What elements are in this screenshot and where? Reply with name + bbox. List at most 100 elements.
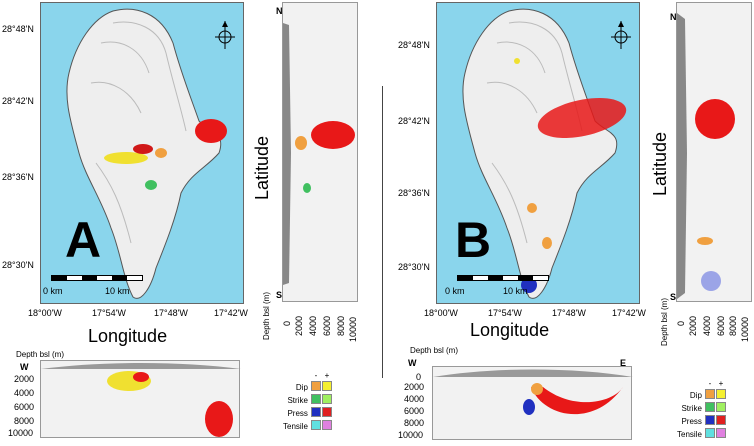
side-source-blue-b [701, 271, 721, 291]
depth-section-b [432, 366, 633, 440]
scalebar-left-label-a: 0 km [43, 286, 63, 296]
side-n-b: N [670, 12, 677, 22]
island-map-b [462, 8, 627, 299]
lon-tick-b-2: 17°54'W [488, 308, 522, 318]
side-profile-graphic-a [283, 23, 355, 285]
source-red-b [537, 98, 627, 138]
side-profile-graphic-b [677, 13, 735, 299]
scalebar-a [51, 275, 143, 281]
legend-b-label-strike: Strike [681, 403, 702, 413]
lat-tick-b-1: 28°48'N [398, 40, 430, 50]
lat-tick-a-4: 28°30'N [2, 260, 34, 270]
legend-label-tensile: Tensile [283, 421, 308, 431]
source-yellow-b [514, 58, 520, 64]
lon-tick-a-1: 18°00'W [28, 308, 62, 318]
depth-label-section-a: Depth bsl (m) [16, 350, 65, 359]
side-s-a: S [276, 290, 283, 300]
section-source-orange-b [531, 383, 543, 395]
lat-tick-b-2: 28°42'N [398, 116, 430, 126]
island-contours-a [90, 21, 187, 244]
legend-label-dip: Dip [295, 382, 308, 392]
lat-tick-a-3: 28°36'N [2, 172, 34, 182]
compass-icon-b [611, 21, 631, 49]
lat-tick-a-1: 28°48'N [2, 24, 34, 34]
source-blue-b [521, 277, 537, 293]
depth-tick-a-4: 8000 [14, 416, 35, 426]
panel-letter-a: A [65, 212, 102, 268]
legend-b-minus: - [708, 379, 712, 388]
scalebar-right-label-b: 10 km [503, 286, 528, 296]
scalebar-right-label-a: 10 km [105, 286, 130, 296]
source-red-a [195, 119, 227, 143]
section-source-blue-b [523, 399, 535, 415]
section-e-b: E [620, 358, 627, 368]
island-map-a [66, 8, 227, 299]
lat-tick-b-4: 28°30'N [398, 262, 430, 272]
depth-tick-b-5: 10000 [398, 430, 424, 440]
compass-icon [215, 21, 235, 49]
legend-label-press: Press [287, 408, 308, 418]
side-profile-b [676, 2, 752, 302]
depth-label-section-b: Depth bsl (m) [410, 346, 459, 355]
side-s-b: S [670, 292, 677, 302]
depth-tick-a-2: 4000 [14, 388, 35, 398]
lon-tick-b-3: 17°48'W [552, 308, 586, 318]
map-b: B 0 km 10 km [436, 2, 640, 304]
depth-section-graphic-b [433, 369, 633, 415]
depth-tick-a-5: 10000 [8, 428, 34, 438]
side-source-red-b [695, 99, 735, 139]
depth-label-side-a: Depth bsl (m) [262, 291, 271, 340]
panel-divider [382, 86, 383, 378]
lon-title-b: Longitude [470, 320, 550, 340]
lon-tick-a-4: 17°42'W [214, 308, 248, 318]
source-orange-b [527, 203, 537, 213]
scalebar-left-label-b: 0 km [445, 286, 465, 296]
island-outline-b [462, 8, 618, 299]
legend-b-plus: + [718, 379, 724, 388]
section-source-red-a [205, 401, 233, 437]
section-w-a: W [20, 362, 29, 372]
source-orange-a [155, 148, 167, 158]
legend-b-label-tensile: Tensile [677, 429, 702, 439]
depth-ticks-side-a: 0 2000 4000 6000 8000 10000 [282, 315, 358, 342]
lat-title-b: Latitude [650, 131, 670, 196]
side-source-orange-b [697, 237, 713, 245]
side-n-a: N [276, 6, 283, 16]
depth-tick-b-3: 6000 [404, 406, 425, 416]
lat-title-a: Latitude [252, 135, 272, 200]
section-w-b: W [408, 358, 417, 368]
source-orange-b2 [542, 237, 552, 249]
depth-label-side-b: Depth bsl (m) [660, 297, 669, 346]
lat-tick-b-3: 28°36'N [398, 188, 430, 198]
depth-tick-b-1: 2000 [404, 382, 425, 392]
lon-title-a: Longitude [88, 326, 168, 346]
section-source-red-b [531, 387, 623, 415]
depth-section-a [40, 360, 241, 438]
source-yellow-a [104, 152, 148, 164]
panel-letter-b: B [455, 212, 492, 268]
lon-tick-a-3: 17°48'W [154, 308, 188, 318]
side-source-green-a [303, 183, 311, 193]
side-source-orange-a [295, 136, 307, 150]
island-contours-b [486, 21, 583, 244]
lon-tick-a-2: 17°54'W [92, 308, 126, 318]
depth-tick-b-2: 4000 [404, 394, 425, 404]
section-source-red-small-a [133, 372, 149, 382]
legend-b-label-press: Press [681, 416, 702, 426]
scalebar-b [457, 275, 549, 281]
lon-tick-b-4: 17°42'W [612, 308, 646, 318]
depth-section-graphic-a [41, 363, 241, 437]
depth-tick-b-4: 8000 [404, 418, 425, 428]
legend-a: - + Dip Strike Press Tensile [282, 370, 333, 433]
depth-tick-b-0: 0 [416, 372, 422, 382]
legend-b: - + Dip Strike Press Tensile [676, 378, 727, 441]
depth-tick-a-1: 2000 [14, 374, 35, 384]
side-source-red-a [311, 121, 355, 149]
lon-tick-b-1: 18°00'W [424, 308, 458, 318]
legend-b-label-dip: Dip [689, 390, 702, 400]
depth-tick-a-3: 6000 [14, 402, 35, 412]
legend-plus: + [324, 371, 330, 380]
side-profile-a [282, 2, 358, 302]
source-green-a [145, 180, 157, 190]
depth-ticks-side-b: 0 2000 4000 6000 8000 10000 [676, 315, 750, 342]
